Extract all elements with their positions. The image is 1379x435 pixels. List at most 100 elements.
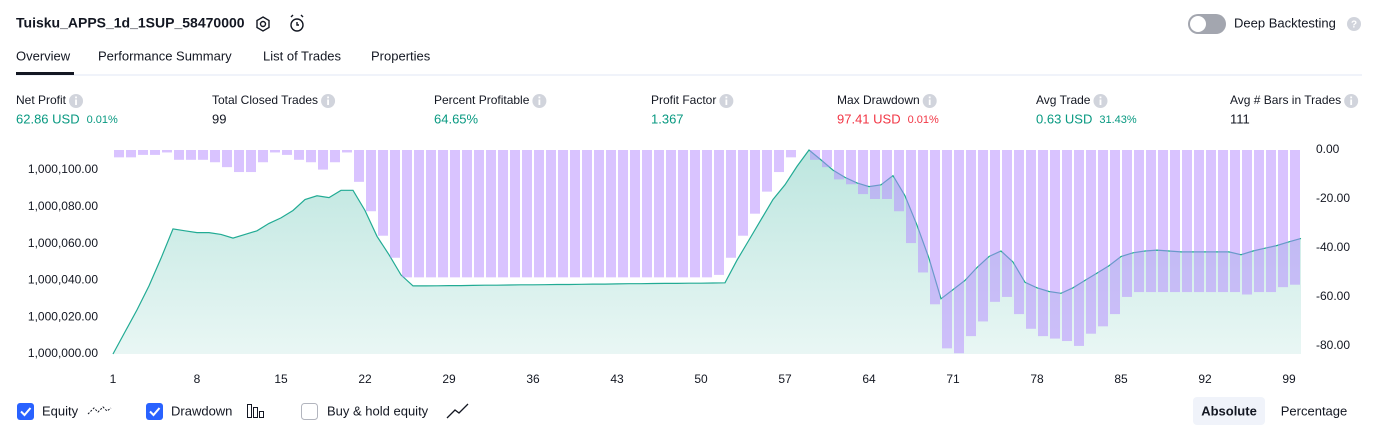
info-bar	[928, 99, 931, 105]
metric-sub: 31.43%	[1099, 114, 1137, 126]
legend-label: Equity	[42, 403, 79, 418]
metric-label: Profit Factor	[651, 93, 716, 107]
drawdown-bar	[1206, 150, 1216, 293]
metric-label: Avg Trade	[1036, 93, 1091, 107]
drawdown-checkbox[interactable]	[146, 403, 163, 420]
metric-sub: 0.01%	[908, 114, 939, 126]
metric-sub: 0.01%	[87, 114, 118, 126]
tab[interactable]: List of Trades	[263, 48, 342, 63]
drawdown-bar	[1266, 150, 1276, 293]
metric-value: 0.63 USD	[1036, 111, 1092, 126]
strategy-title: Tuisku_APPS_1d_1SUP_58470000	[16, 15, 245, 31]
drawdown-bar	[414, 150, 424, 278]
drawdown-bar	[1122, 150, 1132, 297]
y2-tick-label: -20.00	[1316, 191, 1350, 205]
metric-label: Avg # Bars in Trades	[1230, 93, 1341, 107]
x-tick-label: 64	[862, 372, 876, 386]
drawdown-bar	[654, 150, 664, 278]
drawdown-bar	[282, 150, 292, 155]
info-icon[interactable]	[922, 94, 937, 108]
drawdown-bar	[1134, 150, 1144, 293]
info-bar	[327, 99, 329, 105]
drawdown-bar	[450, 150, 460, 278]
drawdown-bar	[246, 150, 256, 173]
drawdown-bar	[930, 150, 940, 305]
y-tick-label: 1,000,000.00	[28, 346, 98, 360]
drawdown-bar	[570, 150, 580, 278]
drawdown-bar	[1074, 150, 1084, 346]
drawdown-bar	[630, 150, 640, 278]
drawdown-bar	[234, 150, 244, 173]
drawdown-bar	[942, 150, 952, 349]
buy-hold-checkbox[interactable]	[301, 403, 318, 420]
info-icon[interactable]	[321, 94, 336, 108]
tab[interactable]: Performance Summary	[98, 48, 232, 63]
x-tick-label: 1	[110, 372, 117, 386]
info-icon[interactable]	[69, 94, 84, 108]
drawdown-bar	[594, 150, 604, 278]
drawdown-bar	[138, 150, 148, 155]
drawdown-bar	[606, 150, 616, 278]
drawdown-bar	[510, 150, 520, 278]
drawdown-bar	[846, 150, 856, 185]
info-dot	[1350, 96, 1353, 99]
metric-value: 99	[212, 111, 226, 126]
info-icon[interactable]	[719, 94, 734, 108]
drawdown-bar	[258, 150, 268, 163]
x-tick-label: 85	[1114, 372, 1128, 386]
y-tick-label: 1,000,040.00	[28, 273, 98, 287]
x-tick-label: 99	[1282, 372, 1296, 386]
drawdown-bar	[366, 150, 376, 212]
tab-divider	[16, 74, 1362, 76]
active-tab-underline	[16, 72, 74, 75]
equity-icon	[87, 406, 112, 415]
drawdown-bar	[486, 150, 496, 278]
x-tick-label: 36	[526, 372, 540, 386]
help-icon[interactable]: ?	[1347, 17, 1361, 31]
x-tick-label: 71	[946, 372, 960, 386]
drawdown-bar	[150, 150, 160, 155]
legend-label: Drawdown	[171, 403, 232, 418]
drawdown-bar	[402, 150, 412, 278]
drawdown-bar	[870, 150, 880, 199]
drawdown-bar	[534, 150, 544, 278]
alert-icon[interactable]	[290, 14, 304, 32]
info-bar	[1099, 99, 1102, 105]
info-dot	[725, 96, 728, 99]
info-dot	[327, 96, 329, 99]
info-dot	[928, 96, 931, 99]
mode-button[interactable]: Absolute	[1201, 403, 1257, 418]
drawdown-bar	[342, 150, 352, 153]
drawdown-bar	[990, 150, 1000, 302]
info-icon[interactable]	[1344, 94, 1359, 108]
info-icon[interactable]	[532, 94, 547, 108]
drawdown-bar	[126, 150, 136, 158]
drawdown-bar	[978, 150, 988, 322]
deep-backtesting-toggle[interactable]	[1188, 14, 1226, 34]
drawdown-bar	[1062, 150, 1072, 342]
drawdown-bar	[858, 150, 868, 195]
metric-value: 97.41 USD	[837, 111, 901, 126]
equity-checkbox[interactable]	[17, 403, 34, 420]
drawdown-bar	[186, 150, 196, 160]
x-tick-label: 92	[1198, 372, 1212, 386]
y-tick-label: 1,000,060.00	[28, 236, 98, 250]
drawdown-bar	[1290, 150, 1300, 285]
x-tick-label: 22	[358, 372, 372, 386]
mode-button[interactable]: Percentage	[1281, 403, 1348, 418]
tab[interactable]: Properties	[371, 48, 431, 63]
x-tick-label: 43	[610, 372, 624, 386]
metric-value: 1.367	[651, 111, 684, 126]
info-bar	[538, 99, 541, 105]
drawdown-bar	[114, 150, 124, 158]
info-icon[interactable]	[1093, 94, 1108, 108]
y-tick-label: 1,000,080.00	[28, 199, 98, 213]
tab[interactable]: Overview	[16, 48, 71, 63]
x-tick-label: 15	[274, 372, 288, 386]
settings-icon[interactable]	[256, 16, 270, 32]
buy-hold-icon	[446, 403, 469, 419]
drawdown-bar	[558, 150, 568, 278]
drawdown-bar	[1254, 150, 1264, 293]
drawdown-bar	[582, 150, 592, 278]
